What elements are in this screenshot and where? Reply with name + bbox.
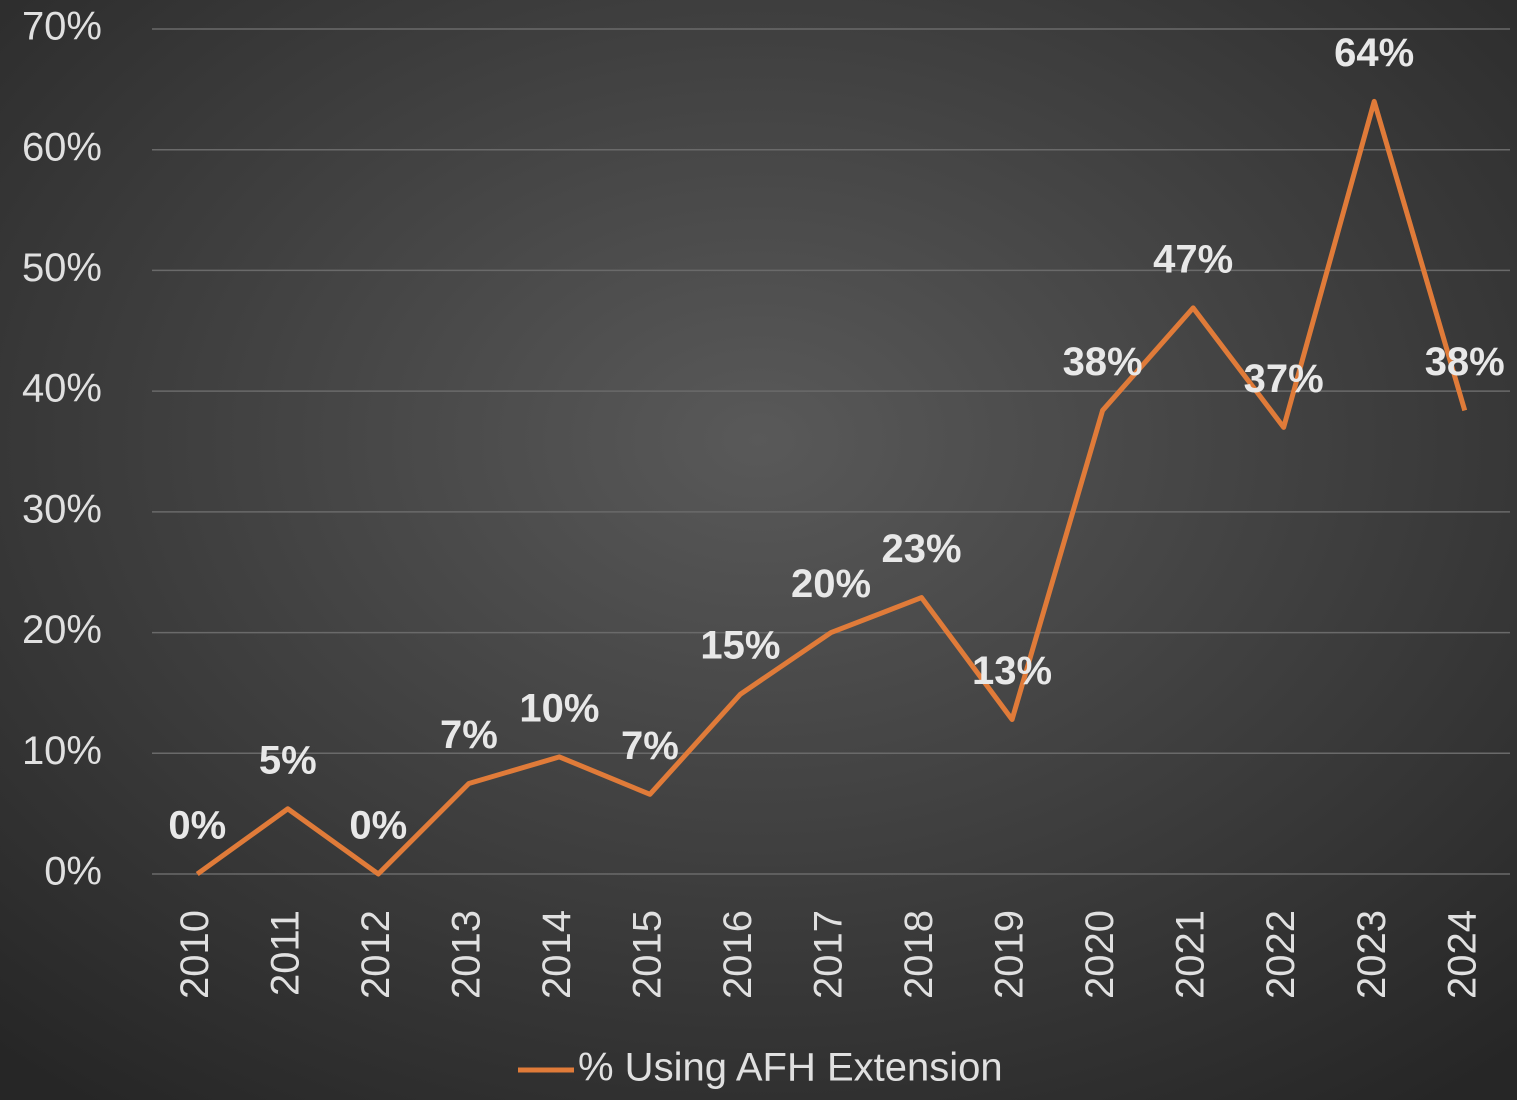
x-tick-label: 2016 (716, 910, 760, 999)
y-tick-label: 20% (22, 608, 102, 652)
y-tick-label: 50% (22, 246, 102, 290)
data-label: 23% (882, 527, 962, 571)
data-label: 13% (972, 649, 1052, 693)
y-tick-label: 70% (22, 5, 102, 49)
x-tick-label: 2018 (897, 910, 941, 999)
data-label: 38% (1425, 340, 1505, 384)
y-tick-label: 0% (44, 850, 102, 894)
series-line (195, 98, 1468, 877)
x-tick-label: 2015 (625, 910, 669, 999)
y-tick-label: 30% (22, 487, 102, 531)
x-tick-label: 2014 (535, 910, 579, 999)
data-label: 20% (791, 562, 871, 606)
x-tick-label: 2021 (1169, 910, 1213, 999)
data-label: 5% (259, 738, 317, 782)
y-tick-label: 10% (22, 729, 102, 773)
x-tick-label: 2020 (1078, 910, 1122, 999)
y-tick-label: 60% (22, 125, 102, 169)
data-label: 15% (700, 624, 780, 668)
x-tick-label: 2011 (263, 910, 307, 996)
data-label: 47% (1153, 237, 1233, 281)
x-tick-label: 2010 (173, 910, 217, 999)
data-label: 38% (1063, 340, 1143, 384)
x-tick-label: 2022 (1259, 910, 1303, 999)
x-tick-label: 2012 (354, 910, 398, 999)
data-label: 0% (349, 804, 407, 848)
x-tick-label: 2023 (1350, 910, 1394, 999)
x-tick-label: 2017 (807, 910, 851, 999)
data-label: 7% (621, 724, 679, 768)
x-tick-label: 2024 (1440, 910, 1484, 999)
data-label: 7% (440, 713, 498, 757)
x-tick-label: 2013 (444, 910, 488, 999)
legend-label: % Using AFH Extension (578, 1046, 1003, 1090)
data-label: 64% (1334, 31, 1414, 75)
y-tick-label: 40% (22, 367, 102, 411)
x-tick-label: 2019 (988, 910, 1032, 999)
data-label: 0% (168, 804, 226, 848)
data-label: 37% (1244, 357, 1324, 401)
data-label: 10% (519, 686, 599, 730)
